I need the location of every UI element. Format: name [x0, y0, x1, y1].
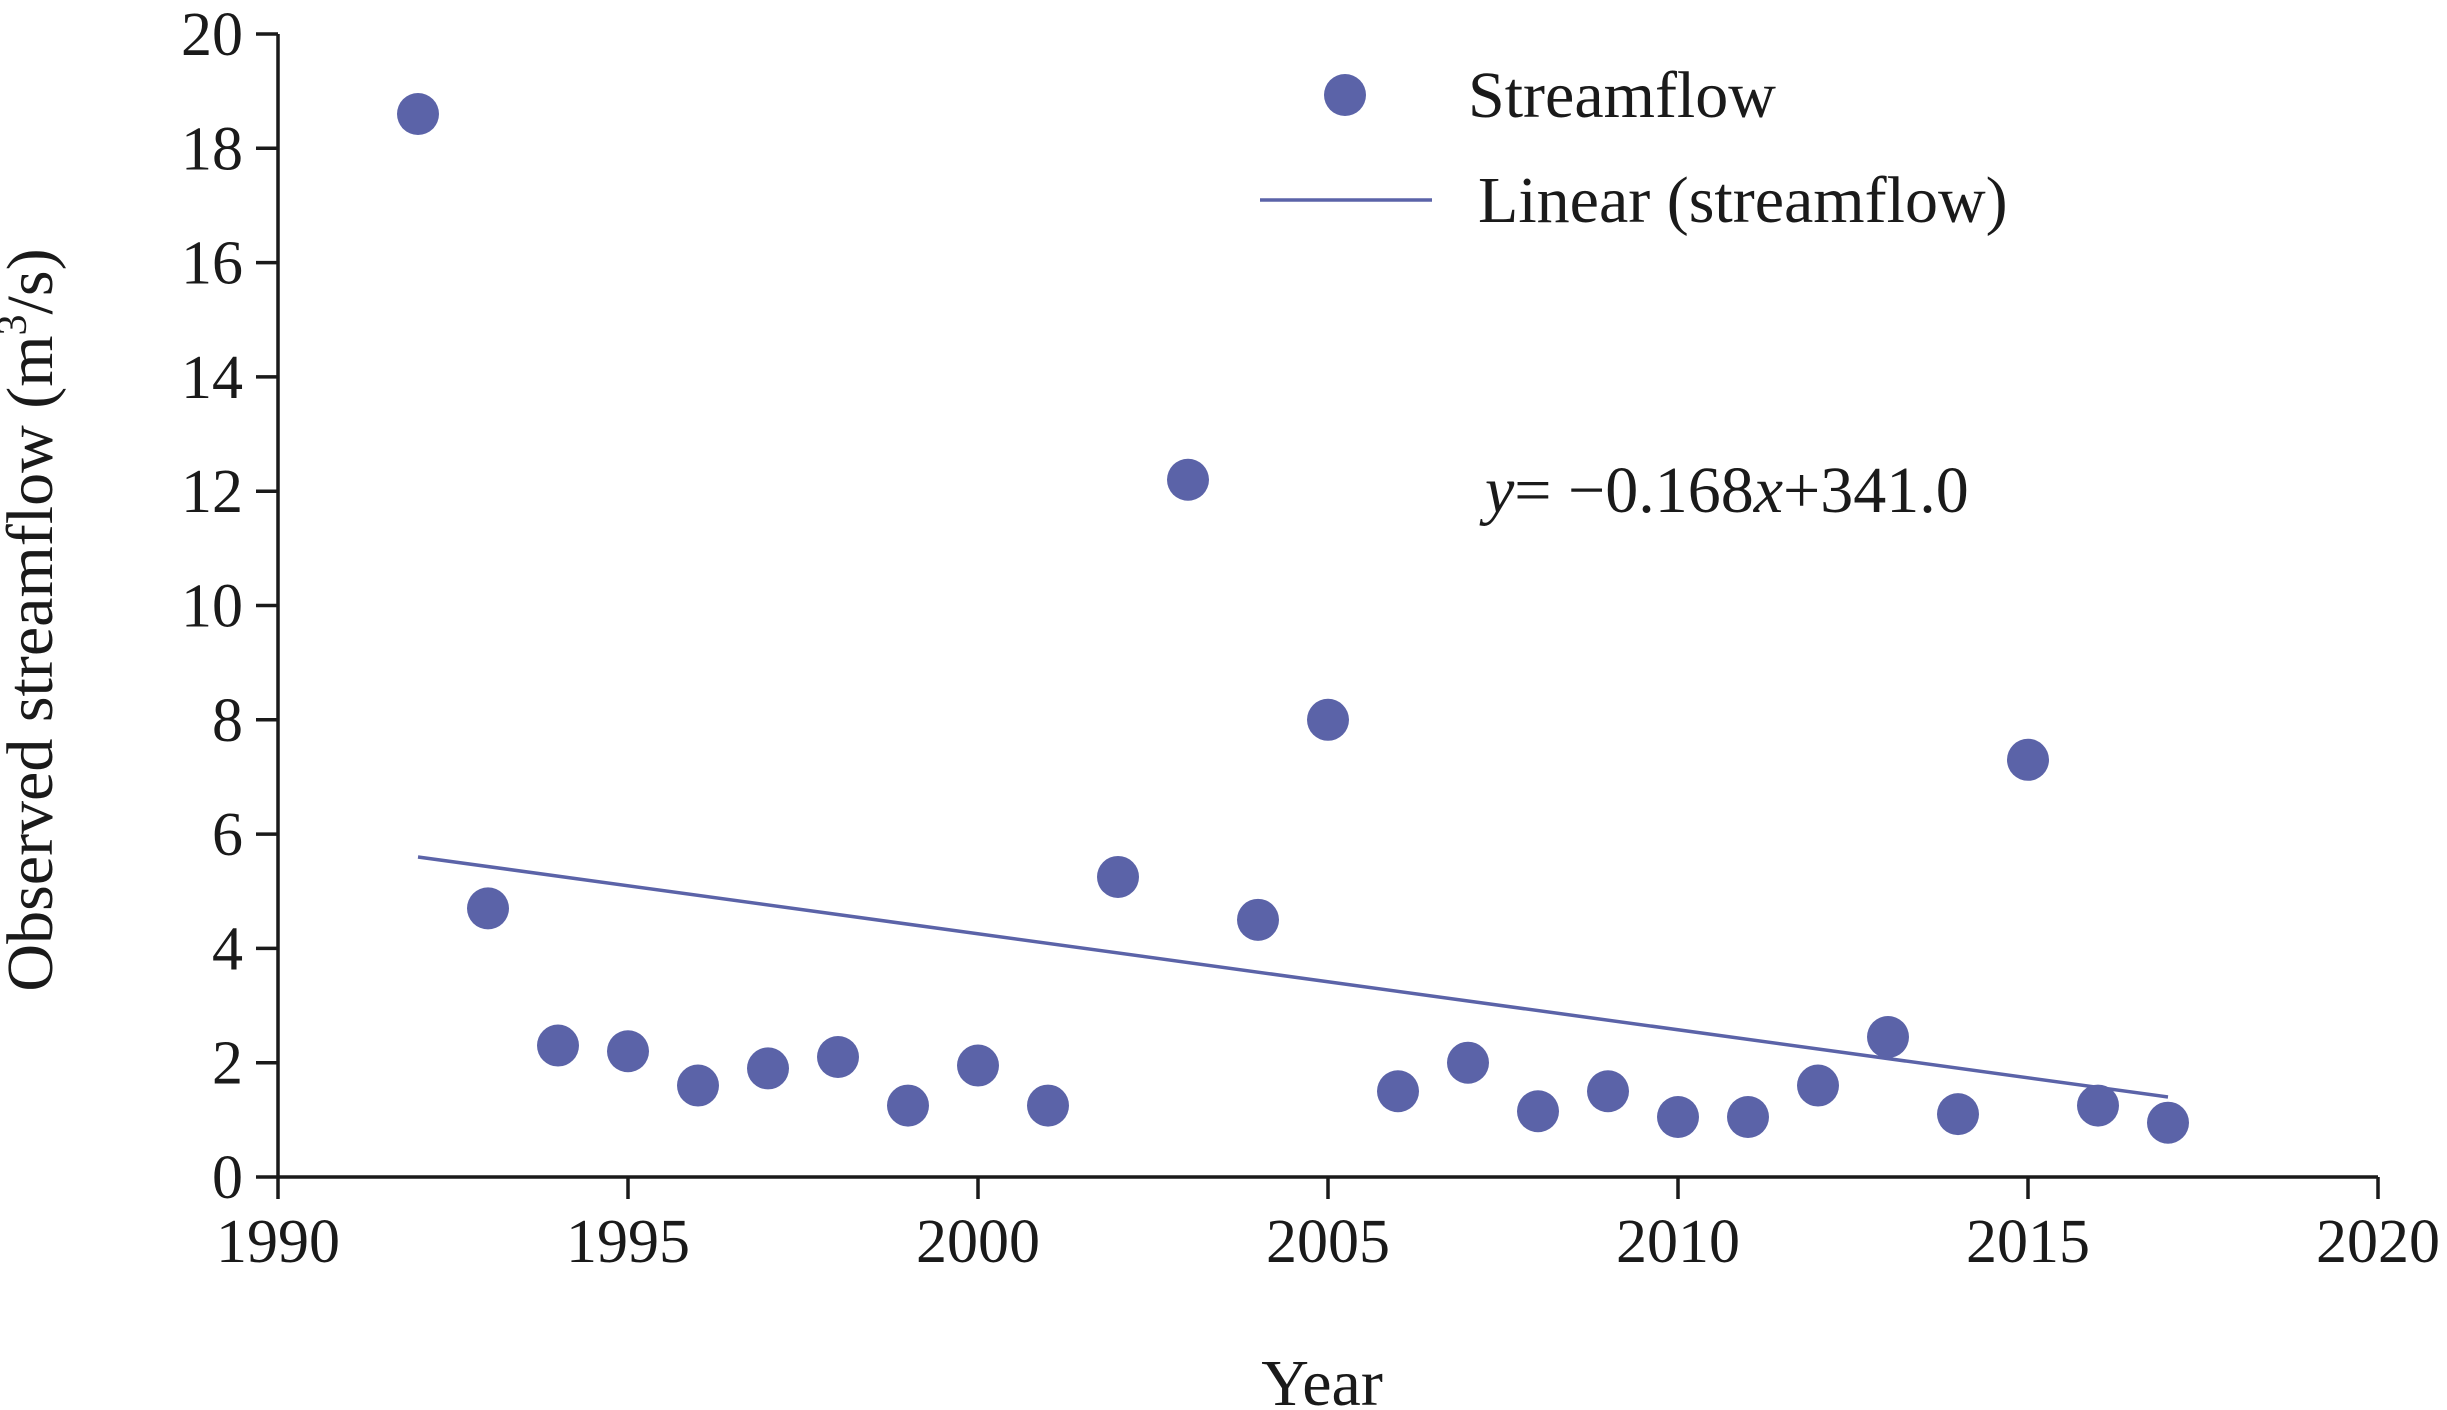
x-axis-title: Year [1261, 1347, 1383, 1410]
data-point [397, 93, 439, 136]
y-axis-title-prefix: Observed streamflow (m [0, 335, 67, 991]
data-point [1797, 1064, 1839, 1107]
trend-equation: y= −0.168x+341.0 [1479, 454, 1969, 527]
data-point [1657, 1095, 1699, 1138]
data-point [1377, 1070, 1419, 1113]
data-point [957, 1044, 999, 1087]
data-point [607, 1030, 649, 1073]
y-axis-title-suffix: /s) [0, 248, 67, 314]
equation-x-var: x [1753, 454, 1783, 527]
y-axis-title: Observed streamflow (m3/s) [0, 248, 67, 991]
x-tick-label: 2015 [1966, 1208, 2090, 1276]
data-point [1727, 1095, 1769, 1138]
y-tick-label: 8 [212, 687, 243, 755]
data-point [2147, 1101, 2189, 1144]
axes [276, 34, 2378, 1179]
data-point [537, 1024, 579, 1067]
y-tick-label: 16 [181, 230, 243, 298]
y-tick-label: 4 [212, 915, 243, 983]
data-point [1237, 898, 1279, 941]
data-point [1167, 458, 1209, 501]
y-tick-label: 2 [212, 1030, 243, 1098]
x-ticks: 1990 1995 2000 2005 2010 2015 2020 [216, 1177, 2440, 1276]
y-tick-label: 0 [212, 1144, 243, 1212]
data-point [817, 1035, 859, 1078]
trendline-layer [417, 855, 2169, 1099]
data-point [1027, 1084, 1069, 1127]
data-point [1097, 855, 1139, 898]
y-tick-label: 14 [181, 344, 243, 412]
x-tick-label: 2005 [1266, 1208, 1390, 1276]
y-ticks: 0 2 4 6 8 10 12 14 16 18 20 [181, 1, 278, 1212]
data-point [1587, 1070, 1629, 1113]
x-tick-label: 2000 [916, 1208, 1040, 1276]
x-tick-label: 1995 [566, 1208, 690, 1276]
y-tick-label: 12 [181, 458, 243, 526]
legend-linear-label: Linear (streamflow) [1478, 164, 2008, 237]
x-tick-label: 2010 [1616, 1208, 1740, 1276]
data-point [1867, 1015, 1909, 1058]
data-point [467, 887, 509, 930]
trend-line [417, 855, 2169, 1099]
legend-streamflow-marker [1324, 74, 1366, 116]
equation-y-var: y [1479, 454, 1515, 527]
legend-streamflow-label: Streamflow [1468, 59, 1776, 132]
data-point [677, 1064, 719, 1107]
legend: Streamflow Linear (streamflow) [1260, 59, 2008, 237]
y-tick-label: 6 [212, 801, 243, 869]
data-point [1447, 1041, 1489, 1084]
y-tick-label: 18 [181, 115, 243, 183]
data-point [1307, 698, 1349, 741]
points-layer [397, 93, 2189, 1144]
equation-constant: +341.0 [1783, 454, 1969, 527]
x-tick-label: 2020 [2316, 1208, 2440, 1276]
y-tick-label: 10 [181, 573, 243, 641]
data-point [747, 1047, 789, 1090]
y-axis-title-superscript: 3 [0, 314, 36, 335]
data-point [1517, 1090, 1559, 1133]
data-point [887, 1084, 929, 1127]
y-tick-label: 20 [181, 1, 243, 69]
equation-coefficient: = −0.168 [1514, 454, 1753, 527]
data-point [2077, 1084, 2119, 1127]
x-tick-label: 1990 [216, 1208, 340, 1276]
data-point [1937, 1093, 1979, 1136]
data-point [2007, 738, 2049, 781]
